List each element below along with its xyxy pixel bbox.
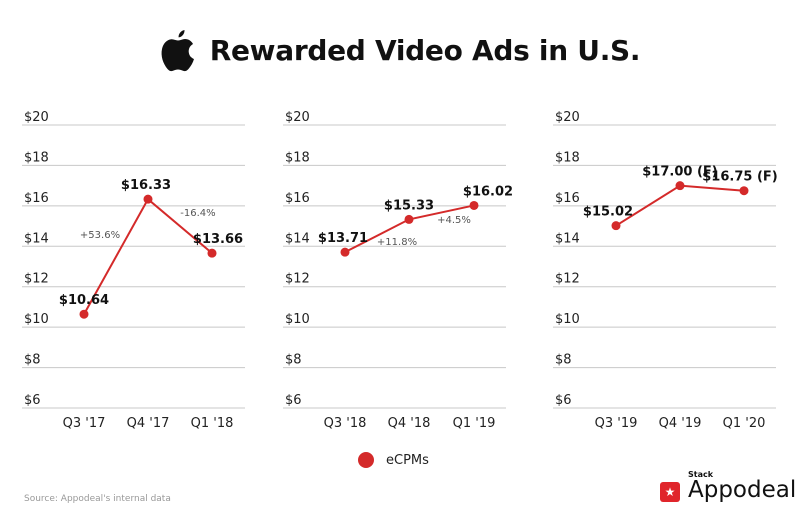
data-point — [469, 200, 479, 210]
data-point — [404, 214, 414, 224]
data-point — [207, 248, 217, 258]
x-tick-label: Q3 '18 — [324, 416, 367, 431]
data-label: $16.02 — [463, 184, 513, 199]
y-tick-label: $12 — [285, 272, 310, 287]
data-label: $16.75 (F) — [702, 170, 777, 185]
legend: eCPMs — [358, 452, 429, 468]
y-tick-label: $6 — [555, 393, 572, 408]
y-tick-label: $6 — [285, 393, 302, 408]
x-tick-label: Q3 '17 — [63, 416, 106, 431]
y-tick-label: $14 — [555, 231, 580, 246]
data-label: $13.71 — [318, 231, 368, 246]
y-tick-label: $8 — [285, 353, 302, 368]
brand-name: Appodeal — [688, 477, 797, 503]
y-tick-label: $16 — [285, 191, 310, 206]
y-tick-label: $10 — [555, 312, 580, 327]
data-point — [143, 194, 153, 204]
y-tick-label: $14 — [285, 231, 310, 246]
apple-logo-icon — [161, 30, 194, 72]
y-tick-label: $18 — [555, 150, 580, 165]
data-point — [340, 247, 350, 257]
x-tick-label: Q4 '18 — [388, 416, 431, 431]
data-point — [611, 221, 621, 231]
x-tick-label: Q4 '17 — [127, 416, 170, 431]
y-tick-label: $10 — [24, 312, 49, 327]
y-tick-label: $20 — [285, 110, 310, 125]
change-annotation: +4.5% — [437, 215, 471, 226]
star-icon: ★ — [660, 482, 680, 502]
x-tick-label: Q4 '19 — [659, 416, 702, 431]
y-tick-label: $18 — [285, 150, 310, 165]
y-tick-label: $16 — [24, 191, 49, 206]
legend-label: eCPMs — [386, 452, 429, 468]
change-annotation: +11.8% — [377, 237, 417, 248]
brand-stack-text: Stack — [688, 470, 714, 479]
change-annotation: -16.4% — [180, 208, 215, 219]
x-tick-label: Q1 '19 — [453, 416, 496, 431]
y-tick-label: $12 — [24, 272, 49, 287]
data-point — [675, 181, 685, 191]
y-tick-label: $12 — [555, 272, 580, 287]
data-label: $15.02 — [583, 205, 633, 220]
y-tick-label: $20 — [555, 110, 580, 125]
data-label: $16.33 — [121, 178, 171, 193]
data-label: $17.00 (F) — [642, 165, 717, 180]
y-tick-label: $8 — [24, 353, 41, 368]
change-annotation: +53.6% — [80, 230, 120, 241]
y-tick-label: $14 — [24, 231, 49, 246]
x-tick-label: Q1 '18 — [191, 416, 234, 431]
data-label: $13.66 — [193, 232, 243, 247]
y-tick-label: $18 — [24, 150, 49, 165]
y-tick-label: $6 — [24, 393, 41, 408]
y-tick-label: $20 — [24, 110, 49, 125]
x-tick-label: Q1 '20 — [723, 416, 766, 431]
data-label: $15.33 — [384, 198, 434, 213]
title-row: Rewarded Video Ads in U.S. — [0, 28, 800, 72]
x-tick-label: Q3 '19 — [595, 416, 638, 431]
data-point — [79, 309, 89, 319]
y-tick-label: $16 — [555, 191, 580, 206]
source-note: Source: Appodeal's internal data — [24, 494, 171, 504]
y-tick-label: $10 — [285, 312, 310, 327]
chart-title: Rewarded Video Ads in U.S. — [209, 33, 641, 67]
y-tick-label: $8 — [555, 353, 572, 368]
data-point — [739, 186, 749, 196]
data-label: $10.64 — [59, 293, 109, 308]
legend-marker — [358, 452, 374, 468]
